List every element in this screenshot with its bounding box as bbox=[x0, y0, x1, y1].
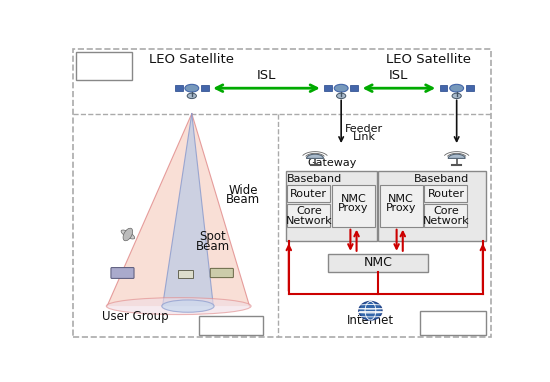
Ellipse shape bbox=[123, 228, 133, 241]
Text: Network: Network bbox=[422, 215, 469, 226]
Text: Feeder: Feeder bbox=[345, 124, 383, 134]
Bar bbox=[332, 185, 375, 227]
Ellipse shape bbox=[334, 84, 348, 92]
FancyBboxPatch shape bbox=[111, 268, 134, 278]
Text: Network: Network bbox=[285, 215, 332, 226]
Text: Space: Space bbox=[85, 54, 123, 67]
Ellipse shape bbox=[450, 84, 464, 92]
Text: LEO Satellite: LEO Satellite bbox=[149, 53, 234, 66]
Polygon shape bbox=[163, 113, 213, 306]
Text: Beam: Beam bbox=[226, 193, 261, 206]
Text: Segment: Segment bbox=[426, 321, 480, 334]
FancyBboxPatch shape bbox=[350, 86, 358, 91]
Polygon shape bbox=[306, 154, 323, 159]
Text: NMC: NMC bbox=[364, 256, 393, 269]
Text: ISL: ISL bbox=[389, 69, 409, 82]
Text: Proxy: Proxy bbox=[386, 203, 416, 213]
Bar bbox=[286, 172, 377, 241]
Text: Spot: Spot bbox=[199, 230, 226, 243]
Text: Core: Core bbox=[296, 206, 322, 216]
Ellipse shape bbox=[162, 300, 214, 312]
Bar bbox=[425, 204, 468, 227]
Ellipse shape bbox=[185, 84, 199, 92]
Text: NMC: NMC bbox=[340, 194, 366, 204]
Text: Beam: Beam bbox=[195, 240, 230, 253]
Text: Ground: Ground bbox=[431, 312, 475, 325]
Text: NMC: NMC bbox=[388, 194, 414, 204]
FancyBboxPatch shape bbox=[175, 86, 183, 91]
Bar bbox=[76, 52, 132, 80]
Text: Proxy: Proxy bbox=[338, 203, 368, 213]
Bar bbox=[200, 316, 263, 335]
Polygon shape bbox=[448, 154, 465, 159]
Text: Baseband: Baseband bbox=[414, 174, 469, 184]
Text: Link: Link bbox=[353, 133, 376, 142]
Ellipse shape bbox=[337, 93, 346, 99]
Ellipse shape bbox=[187, 93, 196, 99]
Ellipse shape bbox=[359, 301, 382, 320]
Ellipse shape bbox=[452, 93, 461, 99]
Text: Core: Core bbox=[433, 206, 459, 216]
Text: User Group: User Group bbox=[102, 311, 169, 324]
Bar bbox=[328, 254, 428, 272]
Bar bbox=[421, 311, 486, 335]
Polygon shape bbox=[107, 113, 250, 306]
Text: Segment: Segment bbox=[205, 323, 257, 336]
Text: LEO Satellite: LEO Satellite bbox=[386, 53, 471, 66]
Text: User: User bbox=[218, 315, 245, 328]
Bar bbox=[287, 185, 331, 202]
FancyBboxPatch shape bbox=[440, 86, 448, 91]
Bar bbox=[425, 185, 468, 202]
Text: Router: Router bbox=[290, 189, 327, 199]
Text: Internet: Internet bbox=[347, 314, 394, 327]
Ellipse shape bbox=[106, 298, 251, 314]
FancyBboxPatch shape bbox=[178, 270, 194, 278]
Bar bbox=[378, 172, 486, 241]
FancyBboxPatch shape bbox=[201, 86, 209, 91]
Bar bbox=[287, 204, 331, 227]
Text: Segment: Segment bbox=[76, 63, 132, 76]
Text: Wide: Wide bbox=[229, 184, 258, 197]
FancyBboxPatch shape bbox=[324, 86, 332, 91]
Text: ISL: ISL bbox=[257, 69, 276, 82]
Text: Baseband: Baseband bbox=[287, 174, 342, 184]
Bar bbox=[379, 185, 423, 227]
FancyBboxPatch shape bbox=[210, 269, 233, 278]
Text: Gateway: Gateway bbox=[307, 158, 356, 168]
Text: Router: Router bbox=[427, 189, 464, 199]
Ellipse shape bbox=[121, 230, 135, 239]
FancyBboxPatch shape bbox=[466, 86, 474, 91]
